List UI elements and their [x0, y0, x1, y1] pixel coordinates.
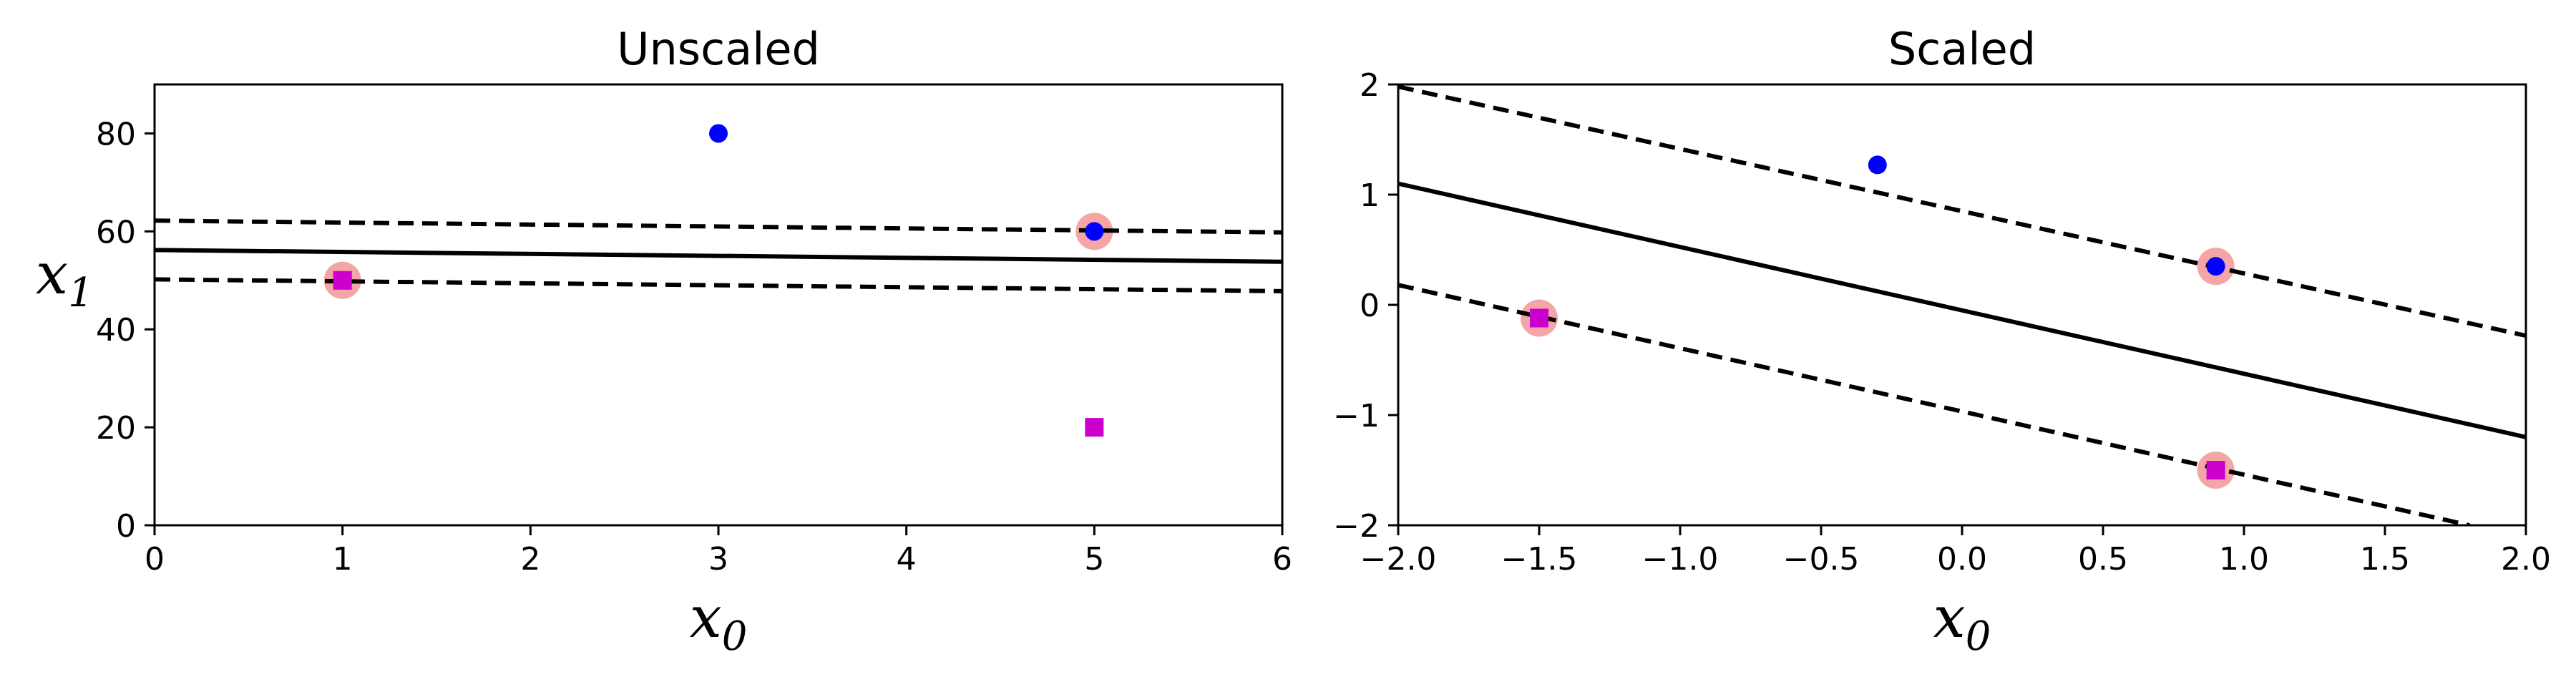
- y-tick-label: 0: [1360, 288, 1380, 324]
- x-tick-label: 1: [333, 541, 353, 578]
- class-circle-point: [1868, 155, 1887, 175]
- plot-area: [1398, 84, 2526, 525]
- x-axis-label-base: x: [690, 584, 722, 651]
- x-tick-label: 0.5: [2078, 541, 2128, 578]
- plot-frame: [1397, 83, 2527, 527]
- plot-frame: [153, 83, 1284, 527]
- decision-boundary-line: [155, 248, 1282, 264]
- decision-boundary-line: [1398, 181, 2526, 439]
- x-tick-label: 6: [1272, 541, 1292, 578]
- margin-line: [1398, 283, 2470, 525]
- y-tick-label: 20: [96, 410, 136, 447]
- x-tick-label: 3: [708, 541, 728, 578]
- y-tick-label: 2: [1360, 67, 1380, 104]
- x-tick-label: −2.0: [1360, 541, 1437, 578]
- x-tick-label: 2.0: [2501, 541, 2551, 578]
- class-square-point: [1530, 308, 1548, 328]
- scaled-chart-panel: Scaled −2.0 −1.5 −1.0 −0.5 0.0 0.5 1.0 1.5 2.0 −2 −…: [1333, 23, 2551, 660]
- x-tick-label: 1.5: [2360, 541, 2410, 578]
- y-tick-label: −2: [1333, 508, 1380, 545]
- x-axis-label: x0: [1933, 584, 1991, 660]
- class-circle-point: [709, 124, 728, 143]
- class-circle-point: [2206, 257, 2225, 276]
- margin-line: [1398, 84, 2526, 338]
- x-tick-label: 0.0: [1937, 541, 1987, 578]
- y-axis-label-subscript: 1: [68, 270, 94, 316]
- y-axis-label: x1: [36, 240, 94, 316]
- x-axis-label: x0: [690, 584, 748, 660]
- y-tick-label: 60: [96, 214, 136, 250]
- margin-line: [155, 218, 1282, 235]
- class-square-point: [1085, 418, 1104, 437]
- x-tick-label: 4: [897, 541, 917, 578]
- class-circle-point: [1085, 222, 1104, 241]
- x-axis-label-subscript: 0: [722, 613, 748, 660]
- y-tick-label: 1: [1360, 177, 1380, 214]
- x-tick-label: 0: [145, 541, 165, 578]
- plot-area: [155, 124, 1282, 437]
- x-tick-label: −0.5: [1783, 541, 1860, 578]
- y-tick-label: 40: [96, 312, 136, 349]
- x-axis-label-subscript: 0: [1966, 613, 1991, 660]
- x-tick-label: 5: [1084, 541, 1104, 578]
- margin-line: [155, 277, 1282, 293]
- chart-title: Unscaled: [617, 23, 820, 75]
- x-tick-label: 1.0: [2219, 541, 2269, 578]
- y-axis-label-base: x: [36, 240, 68, 307]
- chart-title: Scaled: [1888, 23, 2036, 75]
- y-tick-label: 0: [116, 508, 136, 545]
- x-axis-label-base: x: [1933, 584, 1966, 651]
- x-tick-label: 2: [520, 541, 540, 578]
- x-tick-label: −1.5: [1501, 541, 1578, 578]
- x-tick-label: −1.0: [1642, 541, 1719, 578]
- class-square-point: [2206, 461, 2225, 479]
- y-tick-label: −1: [1333, 398, 1380, 434]
- class-square-point: [333, 271, 352, 290]
- y-tick-label: 80: [96, 116, 136, 152]
